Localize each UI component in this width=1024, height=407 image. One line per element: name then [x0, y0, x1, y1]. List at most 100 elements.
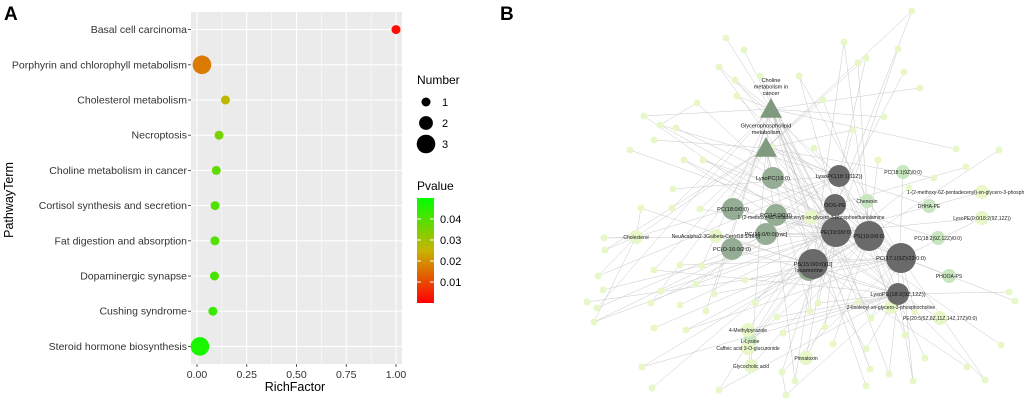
network-node-minor [901, 331, 909, 339]
data-point [210, 201, 220, 211]
network-node-minor [894, 45, 902, 53]
network-edge [734, 79, 870, 237]
network-edge [765, 57, 867, 149]
metabolite-node-label: LysoPC(18:1(11Z)) [816, 174, 863, 180]
metabolite-node [887, 283, 909, 305]
legend-pvalue-label: 0.01 [440, 277, 461, 289]
network-node-minor [814, 299, 822, 307]
network-node-minor [669, 185, 677, 193]
network-node-minor [702, 307, 710, 315]
x-axis-ticks: 0.00 0.25 0.50 0.75 1.00 [187, 364, 406, 381]
pathway-node-label: metabolism [752, 130, 781, 136]
metabolite-node [828, 165, 850, 187]
network-edge [650, 147, 767, 304]
network-edge [653, 235, 870, 329]
network-node-minor [900, 68, 908, 76]
metabolite-node [821, 217, 851, 247]
network-node-minor [699, 156, 707, 164]
metabolite-node [629, 230, 643, 244]
network-node-minor [638, 363, 646, 371]
metabolite-node-label: LysoPE(0:0/18:2(9Z,12Z)) [953, 216, 1011, 222]
network-edge [685, 235, 870, 331]
network-edge [640, 207, 899, 295]
network-edge [718, 293, 899, 391]
metabolite-node-label: PS(19:0/0:0) [853, 234, 885, 240]
pathway-node-triangle [760, 98, 782, 118]
metabolite-node-label: Cholesterol [623, 235, 648, 241]
network-node-minor [930, 174, 938, 182]
network-node-minor [693, 99, 701, 107]
network-background-nodes [583, 7, 1019, 399]
legend-pvalue-label: 0.02 [440, 256, 461, 268]
metabolite-node [799, 351, 813, 365]
network-node-minor [600, 234, 608, 242]
network-node-minor [710, 290, 718, 298]
network-node-minor [806, 307, 814, 315]
network-edge [635, 147, 767, 238]
network-node-minor [672, 124, 680, 132]
network-edge [747, 204, 836, 331]
network-edge [713, 108, 772, 295]
network-edge [750, 235, 870, 367]
metabolite-node [886, 243, 916, 273]
network-edge [781, 371, 787, 396]
network-node-minor [637, 204, 645, 212]
network-edge [747, 231, 837, 349]
metabolite-node-label: Glycocholic acid [733, 364, 769, 370]
legend-pvalue: Pvalue 0.01 0.02 0.03 0.04 [417, 179, 461, 303]
metabolite-node-label: PC(18:0/0:0) [717, 207, 749, 213]
network-edge [653, 147, 767, 271]
network-node-minor [782, 391, 790, 399]
network-node-minor [1011, 297, 1019, 305]
network-node-minor [821, 323, 829, 331]
network-node-minor [862, 54, 870, 62]
network-node-minor [656, 121, 664, 129]
network-node-minor [874, 156, 882, 164]
network-node-minor [779, 329, 787, 337]
network-node-minor [885, 370, 893, 378]
network-node-minor [952, 145, 960, 153]
metabolite-node [931, 231, 945, 245]
metabolite-node-label: Caffeic acid 3-O-glucuronide [716, 346, 779, 352]
metabolite-node-label: PE(19:0/0:0) [820, 230, 852, 236]
network-node-minor [997, 341, 1005, 349]
metabolite-node-label: PC(O-16:0/2:0) [713, 247, 751, 253]
network-edges [586, 10, 1016, 396]
network-edge [643, 115, 899, 295]
network-node-minor [916, 84, 924, 92]
network-node-minor [583, 298, 591, 306]
network-edge [770, 87, 921, 110]
network-node-minor [840, 38, 848, 46]
network-node-minor [866, 365, 874, 373]
data-points [190, 25, 401, 356]
metabolite-node [896, 165, 910, 179]
network-edge [765, 233, 870, 237]
network-edge [743, 49, 837, 233]
x-tick-label: 0.50 [286, 369, 307, 381]
data-point [208, 306, 218, 316]
legend-number-swatch [419, 116, 433, 130]
legend-number: Number 1 2 3 [416, 73, 460, 154]
network-edge [798, 75, 902, 259]
pvalue-colorbar [417, 198, 434, 303]
network-node-minor [657, 287, 665, 295]
data-point [220, 95, 230, 105]
y-axis-title: PathwayTerm [2, 162, 16, 238]
metabolite-node-label: PHOOA-PS [936, 274, 963, 280]
network-node-minor [650, 266, 658, 274]
network-edge [593, 204, 836, 323]
network-edge [650, 204, 836, 304]
metabolite-node [709, 229, 723, 243]
network-node-minor [640, 112, 648, 120]
metabolite-node [755, 223, 777, 245]
metabolite-node [762, 167, 784, 189]
metabolite-node [721, 238, 743, 260]
network-edge [765, 147, 840, 177]
category-label: Porphyrin and chlorophyll metabolism [12, 59, 187, 71]
network-edge [857, 62, 870, 237]
category-labels: Basal cell carcinoma Porphyrin and chloro… [12, 24, 191, 353]
network-node-minor [1005, 288, 1013, 296]
category-label: Cholesterol metabolism [77, 95, 187, 107]
